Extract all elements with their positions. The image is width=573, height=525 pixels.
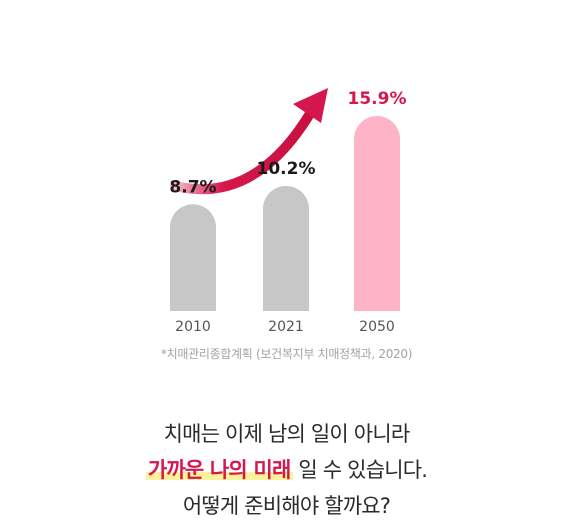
- bar-2010: [170, 204, 216, 311]
- message-line-3: 어떻게 준비해야 할까요?: [182, 494, 391, 518]
- value-label-2050: 15.9%: [348, 89, 407, 109]
- message-line-2: 가까운 나의 미래 일 수 있습니다.: [0, 452, 573, 488]
- message-line-2-rest: 일 수 있습니다.: [292, 458, 428, 482]
- source-note: *치매관리종합계획 (보건복지부 치매정책과, 2020): [160, 347, 413, 361]
- value-label-2021: 10.2%: [257, 159, 316, 179]
- x-tick-2021: 2021: [268, 319, 304, 335]
- x-tick-2010: 2010: [175, 319, 211, 335]
- main-message: 치매는 이제 남의 일이 아니라 가까운 나의 미래 일 수 있습니다. 어떻게…: [0, 416, 573, 524]
- trend-arrow-icon: [170, 88, 328, 195]
- value-label-2010: 8.7%: [169, 177, 216, 197]
- highlight-text: 가까운 나의 미래: [145, 458, 293, 482]
- bar-2050: [354, 116, 400, 312]
- message-line-1: 치매는 이제 남의 일이 아니라: [163, 422, 411, 446]
- bar-2021: [263, 185, 309, 311]
- x-tick-2050: 2050: [359, 319, 395, 335]
- bar-chart: 8.7% 2010 10.2% 2021 15.9% 2050: [169, 88, 407, 335]
